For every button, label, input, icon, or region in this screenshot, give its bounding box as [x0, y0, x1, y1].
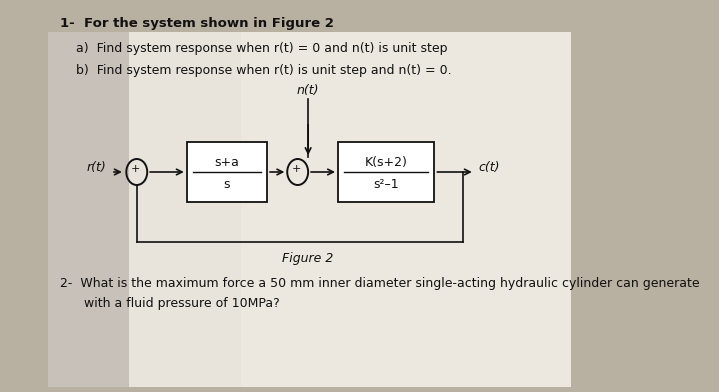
Text: b)  Find system response when r(t) is unit step and n(t) = 0.: b) Find system response when r(t) is uni… — [76, 64, 452, 77]
Text: 2-  What is the maximum force a 50 mm inner diameter single-acting hydraulic cyl: 2- What is the maximum force a 50 mm inn… — [60, 277, 700, 290]
Text: with a fluid pressure of 10MPa?: with a fluid pressure of 10MPa? — [60, 297, 280, 310]
Text: r(t): r(t) — [87, 160, 106, 174]
FancyBboxPatch shape — [48, 32, 571, 387]
FancyBboxPatch shape — [48, 32, 129, 387]
Text: s²–1: s²–1 — [373, 178, 399, 191]
Text: K(s+2): K(s+2) — [365, 156, 408, 169]
Text: s: s — [224, 178, 230, 191]
Text: 1-  For the system shown in Figure 2: 1- For the system shown in Figure 2 — [60, 17, 334, 30]
Text: +: + — [130, 164, 140, 174]
Text: s+a: s+a — [214, 156, 239, 169]
FancyBboxPatch shape — [242, 32, 571, 387]
Text: c(t): c(t) — [479, 160, 500, 174]
Text: Figure 2: Figure 2 — [283, 252, 334, 265]
Text: +: + — [291, 164, 301, 174]
FancyBboxPatch shape — [187, 142, 267, 202]
FancyBboxPatch shape — [338, 142, 434, 202]
Text: a)  Find system response when r(t) = 0 and n(t) is unit step: a) Find system response when r(t) = 0 an… — [76, 42, 448, 55]
Text: n(t): n(t) — [297, 84, 319, 97]
